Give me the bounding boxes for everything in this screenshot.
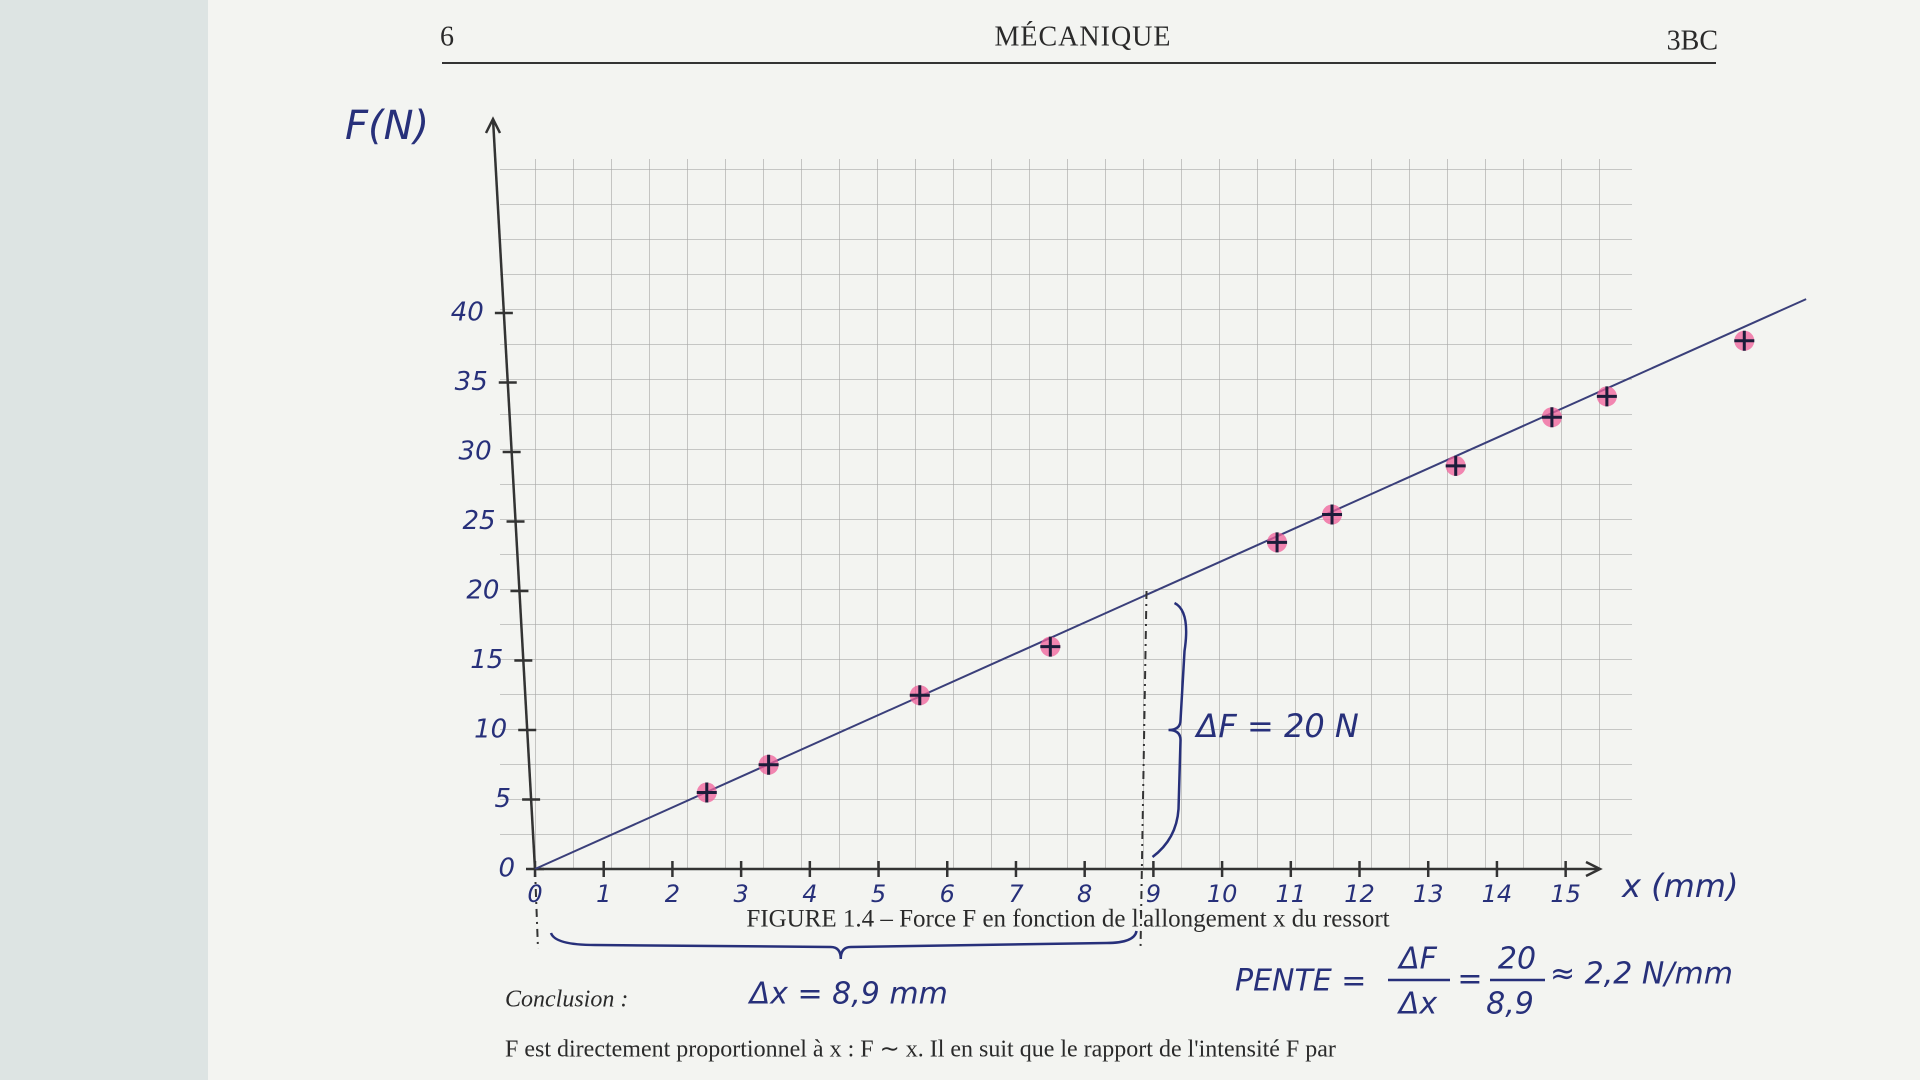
y-tick-label: 15: [470, 645, 503, 675]
y-tick-label: 40: [451, 298, 484, 328]
point-cross: [1541, 407, 1562, 428]
delta-f-brace: [1151, 601, 1188, 858]
y-axis-arrow: [484, 116, 502, 134]
x-tick-label: 12: [1344, 880, 1375, 908]
x-tick-label: 13: [1413, 880, 1444, 908]
data-point: [909, 685, 930, 706]
data-point: [1267, 532, 1288, 553]
delta-f-label: ΔF = 20 N: [1194, 707, 1359, 745]
x-tick-label: 3: [733, 880, 748, 908]
x-tick-label: 15: [1550, 880, 1581, 908]
x-tick-label: 4: [802, 880, 817, 908]
y-axis: [491, 118, 537, 870]
figure-caption: FIGURE 1.4 – Force F en fonction de l'al…: [746, 906, 1389, 933]
point-cross: [1445, 455, 1466, 476]
pente-den: Δx: [1397, 987, 1438, 1022]
y-axis-label: F(N): [345, 103, 429, 149]
x-tick-label: 7: [1008, 880, 1024, 908]
data-point: [1596, 386, 1617, 407]
x-tick-label: 14: [1482, 880, 1513, 908]
x-axis-arrow: [1585, 860, 1603, 878]
data-point: [1040, 636, 1061, 657]
page-number: 6: [440, 21, 454, 52]
pente-num: ΔF: [1397, 942, 1438, 977]
header-class: 3BC: [1667, 25, 1718, 56]
x-tick-label: 10: [1207, 880, 1238, 908]
graph-paper: [500, 159, 1632, 869]
pente-eq: =: [1457, 962, 1482, 997]
data-point: [1541, 407, 1562, 428]
y-tick-label: 35: [455, 367, 488, 397]
y-tick-label: 0: [498, 854, 515, 884]
delta-x-brace: [549, 930, 1138, 960]
conclusion-text: F est directement proportionnel à x : F …: [505, 1037, 1336, 1063]
x-tick-label: 8: [1077, 880, 1092, 908]
fit-line: [534, 298, 1807, 870]
pente-den-value: 8,9: [1486, 987, 1534, 1022]
x-tick-label: 6: [940, 880, 955, 908]
header-title: MÉCANIQUE: [995, 21, 1172, 52]
conclusion-heading: Conclusion :: [505, 987, 628, 1013]
delta-x-label: Δx = 8,9 mm: [748, 977, 948, 1012]
point-cross: [1322, 504, 1343, 525]
data-point: [1445, 455, 1466, 476]
point-cross: [909, 685, 930, 706]
x-axis-label: x (mm): [1621, 867, 1738, 905]
y-tick-label: 25: [462, 506, 495, 536]
point-cross: [758, 754, 779, 775]
point-cross: [696, 782, 717, 803]
y-tick-label: 10: [474, 715, 507, 745]
x-tick-label: 2: [665, 880, 680, 908]
y-tick-label: 5: [495, 784, 512, 814]
x-tick-label: 11: [1276, 880, 1307, 908]
x-tick-label: 5: [871, 880, 886, 908]
data-point: [696, 782, 717, 803]
point-cross: [1040, 636, 1061, 657]
data-point: [1322, 504, 1343, 525]
data-point: [758, 754, 779, 775]
y-tick-label: 30: [459, 437, 492, 467]
pente-num-value: 20: [1498, 942, 1536, 977]
y-tick-label: 20: [466, 576, 499, 606]
x-tick-label: 9: [1146, 880, 1161, 908]
pente-label: PENTE =: [1235, 964, 1366, 999]
data-point: [1734, 330, 1755, 351]
pente-formula: PENTE = ΔF Δx = 20 8,9 ≈ 2,2 N/mm: [1235, 942, 1733, 1022]
point-cross: [1596, 386, 1617, 407]
point-cross: [1734, 330, 1755, 351]
x-tick-label: 1: [596, 880, 611, 908]
point-cross: [1267, 532, 1288, 553]
guide-line: [534, 868, 539, 950]
pente-result: ≈ 2,2 N/mm: [1550, 957, 1733, 992]
